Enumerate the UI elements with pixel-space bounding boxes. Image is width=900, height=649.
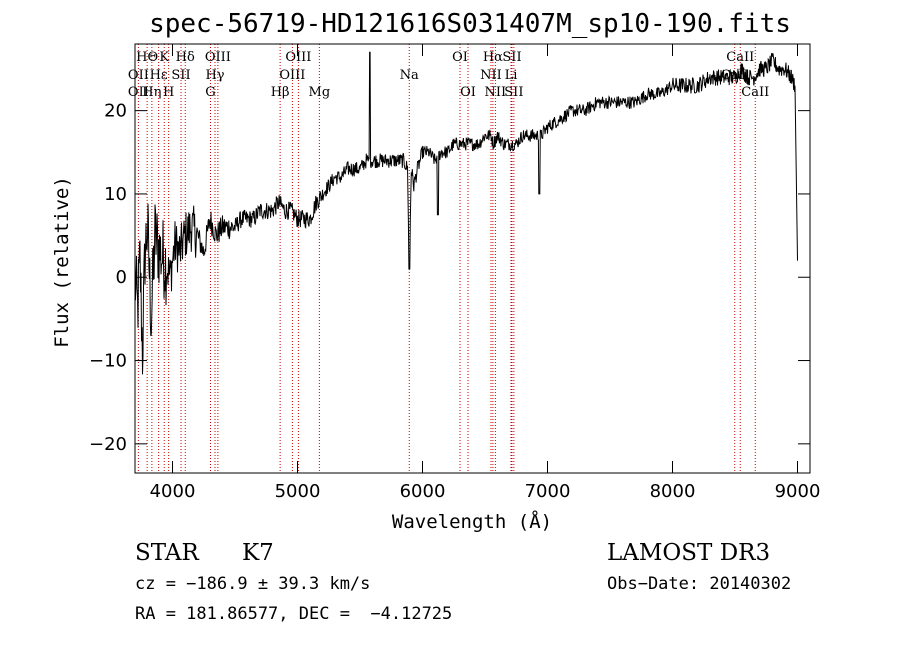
- spectral-line-label: OIII: [279, 68, 305, 83]
- y-tick-label: −10: [89, 351, 127, 372]
- x-tick-label: 9000: [775, 481, 821, 502]
- spectral-line-label: Li: [505, 68, 518, 83]
- plot-frame: [134, 43, 811, 474]
- spectral-line-label: CaII: [726, 50, 754, 65]
- spectral-line-label: Hδ: [176, 50, 195, 65]
- spectral-line-label: SII: [502, 50, 521, 65]
- spectral-line-labels: HΘ OII OII K Hε Hη Hδ SII H OIII Hγ G OIII OIII Hβ Mg Na…: [128, 50, 769, 100]
- spectral-line-label: CaII: [741, 85, 769, 100]
- spectral-line-label: OI: [452, 50, 468, 65]
- spectral-line-markers: [137, 44, 756, 473]
- x-tick-label: 8000: [650, 481, 696, 502]
- y-tick-label: 0: [116, 267, 127, 288]
- redshift-velocity: cz = −186.9 ± 39.3 km/s: [135, 574, 371, 594]
- spectral-line-label: OII: [128, 85, 149, 100]
- y-axis-label: Flux (relative): [51, 176, 73, 348]
- x-tick-label: 6000: [400, 481, 446, 502]
- x-axis-label: Wavelength (Å): [392, 510, 552, 533]
- spectral-line-label: Hγ: [205, 68, 224, 83]
- spectral-line-label: Hβ: [271, 85, 290, 100]
- spectral-line-label: H: [163, 85, 174, 100]
- spectral-line-label: SII: [171, 68, 190, 83]
- x-axis-ticks: 4000 5000 6000 7000 8000 9000: [150, 44, 821, 502]
- spectral-line-label: SII: [504, 85, 523, 100]
- x-tick-label: 7000: [525, 481, 571, 502]
- y-tick-label: −20: [89, 434, 127, 455]
- spectral-line-label: HΘ: [136, 50, 158, 65]
- spectral-line-label: Hα: [483, 50, 503, 65]
- spectral-line-label: Hη: [142, 85, 161, 100]
- x-tick-label: 4000: [150, 481, 196, 502]
- y-tick-label: 10: [104, 184, 127, 205]
- spectral-line-label: OII: [128, 68, 149, 83]
- spectral-line-label: NII: [480, 68, 502, 83]
- spectral-line-label: G: [205, 85, 215, 100]
- spectral-line-label: OI: [460, 85, 476, 100]
- spectral-line-label: OIII: [205, 50, 231, 65]
- coordinates: RA = 181.86577, DEC = −4.12725: [135, 604, 453, 624]
- spectral-line-label: Hε: [150, 68, 168, 83]
- spectral-line-label: K: [159, 50, 169, 65]
- chart-title: spec-56719-HD121616S031407M_sp10-190.fit…: [149, 9, 791, 39]
- survey-name: LAMOST DR3: [607, 540, 771, 566]
- object-subclass: K7: [242, 540, 274, 566]
- spectral-line-label: Na: [400, 68, 419, 83]
- observation-date: Obs−Date: 20140302: [607, 574, 792, 594]
- object-class: STAR: [135, 540, 199, 566]
- spectral-line-label: NII: [485, 85, 507, 100]
- x-tick-label: 5000: [275, 481, 321, 502]
- y-axis-ticks: −20 −10 0 10 20: [89, 101, 810, 455]
- spectral-line-label: OIII: [285, 50, 311, 65]
- spectral-line-label: Mg: [309, 85, 331, 100]
- flux-series-line: [134, 51, 798, 375]
- y-tick-label: 20: [104, 101, 127, 122]
